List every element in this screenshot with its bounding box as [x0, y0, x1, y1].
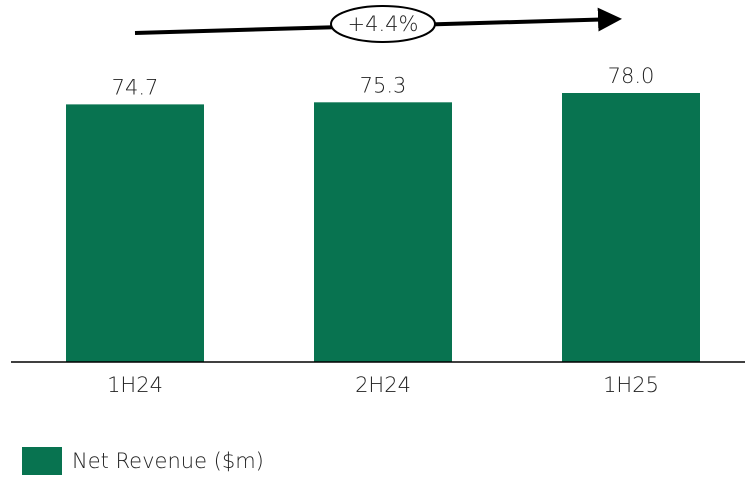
annotation-bubble	[330, 5, 436, 43]
x-tick-label: 1H25	[603, 373, 659, 397]
legend-label: Net Revenue ($m)	[72, 449, 264, 473]
x-tick-label: 1H24	[107, 373, 163, 397]
bar	[562, 93, 700, 362]
value-label: 78.0	[608, 64, 655, 88]
value-label: 75.3	[360, 73, 407, 97]
annotation: +4.4%	[348, 12, 419, 36]
legend-swatch	[22, 447, 62, 475]
bar	[66, 104, 204, 362]
bar	[314, 102, 452, 363]
x-tick-label: 2H24	[355, 373, 411, 397]
value-label: 74.7	[112, 75, 159, 99]
